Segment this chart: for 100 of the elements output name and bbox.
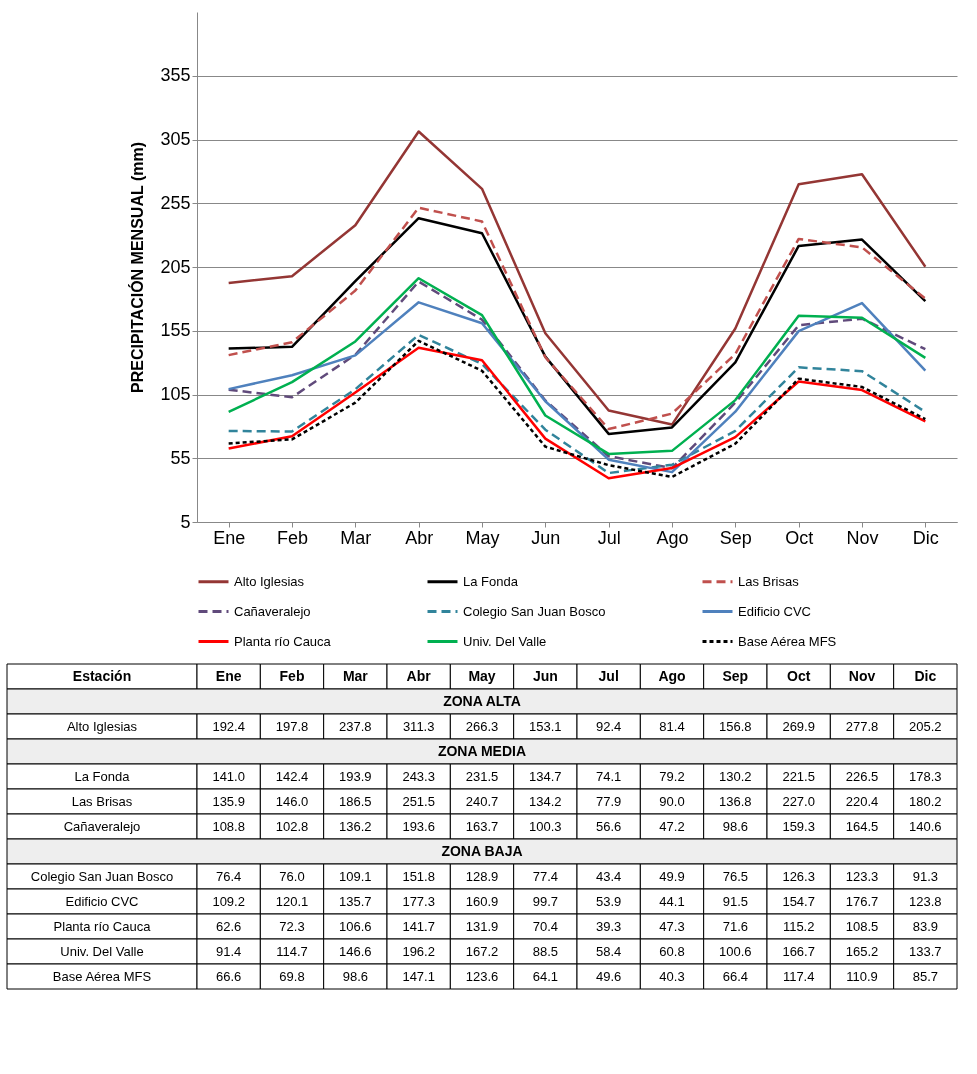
data-label: 49.9 [659,868,685,884]
data-label: 100.3 [529,818,562,834]
text: ZONA ALTA [443,692,521,709]
data-label: 197.8 [275,718,309,734]
data-label: 123.3 [845,868,879,884]
data-label: 167.2 [465,943,499,959]
data-label: 76.0 [279,868,305,884]
legend-label: Planta río Cauca [234,633,332,649]
data-label: 141.0 [212,768,245,784]
data-label: 178.3 [909,768,942,784]
data-label: 251.5 [402,793,435,809]
category-label: Dic [914,667,937,684]
data-label: 196.2 [402,943,435,959]
data-label: 177.3 [402,893,435,909]
data-label: 76.5 [722,868,748,884]
data-label: 70.4 [532,918,558,934]
x-tick-label: Ago [656,527,689,548]
data-label: 117.4 [782,968,815,984]
data-label: 123.8 [909,893,942,909]
data-label: 81.4 [659,718,685,734]
data-label: 146.0 [275,793,309,809]
data-label: 126.3 [782,868,815,884]
x-tick-label: Nov [846,527,879,548]
data-label: 141.7 [402,918,435,934]
data-label: 153.1 [529,718,562,734]
data-label: 83.9 [912,918,938,934]
data-label: 40.3 [659,968,685,984]
data-label: 231.5 [465,768,499,784]
data-label: 205.2 [909,718,942,734]
text: ZONA MEDIA [437,742,527,759]
data-label: 163.7 [465,818,499,834]
category-label: Jul [598,667,619,684]
data-label: 79.2 [659,768,685,784]
data-label: 135.7 [339,893,372,909]
data-label: 58.4 [596,943,622,959]
data-label: 277.8 [845,718,879,734]
data-label: 90.0 [659,793,685,809]
y-tick-label: 55 [170,447,191,468]
category-label: May [468,667,496,684]
legend-label: Edificio CVC [738,603,811,619]
data-label: 76.4 [216,868,242,884]
x-tick-label: Feb [276,527,309,548]
line-series [227,130,927,426]
y-tick-label: 255 [160,192,191,213]
data-label: 108.8 [212,818,245,834]
legend-label: Base Aérea MFS [738,633,837,649]
x-tick-label: Abr [405,527,434,548]
data-label: 193.9 [339,768,372,784]
data-label: 53.9 [596,893,622,909]
x-tick-label: Mar [340,527,372,548]
data-label: 133.7 [909,943,942,959]
data-label: 130.2 [719,768,752,784]
data-label: 88.5 [532,943,558,959]
legend-label: Alto Iglesias [234,573,305,589]
legend-label: Las Brisas [738,573,800,589]
data-label: 159.3 [782,818,815,834]
text: Cañaveralejo [63,818,141,834]
text: Base Aérea MFS [52,968,152,984]
data-label: 226.5 [845,768,879,784]
text: Alto Iglesias [66,718,138,734]
data-label: 120.1 [275,893,309,909]
data-label: 151.8 [402,868,435,884]
category-label: Feb [279,667,305,684]
data-label: 146.6 [339,943,372,959]
data-label: 85.7 [912,968,938,984]
data-label: 243.3 [402,768,435,784]
text: Planta río Cauca [53,918,151,934]
data-label: 311.3 [402,718,435,734]
data-label: 165.2 [845,943,879,959]
category-label: Ene [215,667,242,684]
text: Estación [72,667,132,684]
x-tick-label: Jun [531,527,561,548]
category-label: Oct [786,667,811,684]
data-label: 106.6 [339,918,372,934]
data-label: 71.6 [722,918,748,934]
data-label: 192.4 [212,718,245,734]
category-label: Mar [342,667,368,684]
data-label: 47.2 [659,818,685,834]
data-label: 180.2 [909,793,942,809]
data-label: 154.7 [782,893,815,909]
category-label: Abr [406,667,431,684]
data-label: 39.3 [596,918,622,934]
data-label: 98.6 [342,968,368,984]
data-label: 134.2 [529,793,562,809]
data-label: 100.6 [719,943,752,959]
data-label: 237.8 [339,718,372,734]
data-label: 72.3 [279,918,305,934]
x-tick-label: Ene [213,527,246,548]
legend-label: Colegio San Juan Bosco [463,603,606,619]
data-label: 176.7 [845,893,879,909]
data-label: 49.6 [596,968,622,984]
data-label: 43.4 [596,868,622,884]
x-tick-label: Dic [912,527,939,548]
data-label: 115.2 [782,918,815,934]
data-label: 147.1 [402,968,435,984]
category-label: Ago [658,667,686,684]
data-label: 134.7 [529,768,562,784]
data-label: 91.5 [722,893,748,909]
data-label: 44.1 [659,893,685,909]
data-label: 91.4 [216,943,242,959]
